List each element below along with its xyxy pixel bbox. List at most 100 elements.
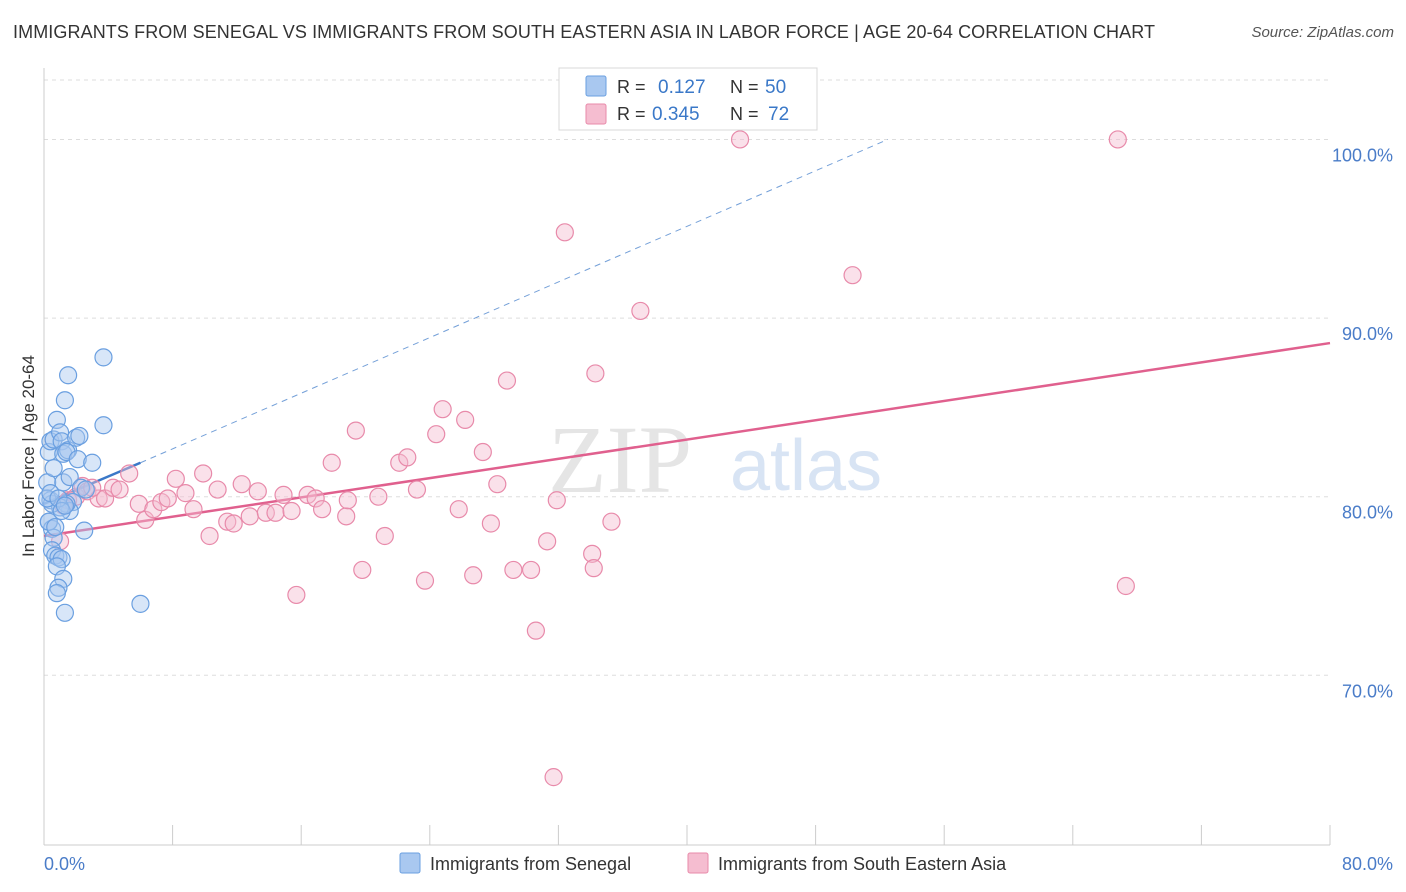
south-eastern-asia-point-44 <box>407 480 427 499</box>
senegal-point-32 <box>76 480 95 499</box>
senegal-point-45 <box>131 594 150 613</box>
south-eastern-asia-point-60 <box>547 491 566 510</box>
senegal-point-29 <box>67 428 86 447</box>
y-tick-label-80: 80.0% <box>1342 503 1393 523</box>
south-eastern-asia-point-43 <box>398 448 417 467</box>
x-tick-label-max: 80.0% <box>1342 854 1393 874</box>
senegal-point-25 <box>44 459 63 478</box>
south-eastern-asia-point-46 <box>427 425 446 444</box>
stats-n-label-senegal: N = <box>730 77 759 97</box>
y-tick-label-70: 70.0% <box>1342 681 1393 701</box>
stats-legend-swatch-sea <box>585 103 607 125</box>
grid-lines <box>44 79 1330 676</box>
south-eastern-asia-point-29 <box>274 485 293 505</box>
south-eastern-asia-point-16 <box>166 469 185 488</box>
south-eastern-asia-point-19 <box>194 464 213 483</box>
south-eastern-asia-point-45 <box>415 571 435 590</box>
south-eastern-asia-point-69 <box>1108 130 1127 149</box>
south-eastern-asia-point-65 <box>602 512 621 531</box>
south-eastern-asia-point-26 <box>248 482 267 501</box>
south-eastern-asia-point-30 <box>282 501 301 521</box>
south-eastern-asia-point-57 <box>526 621 545 640</box>
south-eastern-asia-point-9 <box>110 480 129 499</box>
senegal-point-42 <box>75 521 94 540</box>
south-eastern-asia-point-53 <box>488 475 507 494</box>
south-eastern-asia-point-64 <box>586 364 605 383</box>
south-eastern-asia-point-62 <box>583 544 602 563</box>
senegal-point-30 <box>70 426 89 446</box>
senegal-point-12 <box>47 584 66 603</box>
y-tick-labels: 70.0% 80.0% 90.0% 100.0% <box>1332 145 1393 701</box>
stats-n-value-senegal: 50 <box>765 77 786 98</box>
south-eastern-asia-point-39 <box>353 560 372 580</box>
stats-r-label-senegal: R = <box>617 77 646 97</box>
south-eastern-asia-point-63 <box>584 559 603 578</box>
south-eastern-asia-point-33 <box>306 489 325 508</box>
series-south-eastern-asia-points <box>50 130 1135 787</box>
south-eastern-asia-point-50 <box>464 566 483 585</box>
south-eastern-asia-point-18 <box>184 500 203 519</box>
watermark-atlas: atlas <box>730 426 882 506</box>
chart-title: IMMIGRANTS FROM SENEGAL VS IMMIGRANTS FR… <box>13 22 1156 42</box>
south-eastern-asia-point-8 <box>104 478 123 497</box>
stats-n-value-sea: 72 <box>768 104 789 125</box>
stats-n-label-sea: N = <box>730 104 759 124</box>
stats-r-value-sea: 0.345 <box>652 104 700 125</box>
south-eastern-asia-point-15 <box>158 489 177 508</box>
y-tick-label-90: 90.0% <box>1342 324 1393 344</box>
series-legend: Immigrants from Senegal Immigrants from … <box>399 852 1007 874</box>
south-eastern-asia-point-70 <box>1116 576 1135 596</box>
south-eastern-asia-point-20 <box>200 526 219 546</box>
series-senegal-points <box>38 348 150 622</box>
south-eastern-asia-point-49 <box>456 410 475 429</box>
x-tick-label-min: 0.0% <box>44 854 85 874</box>
senegal-point-24 <box>59 366 78 385</box>
south-eastern-asia-point-41 <box>375 526 394 546</box>
trend-south-eastern-asia <box>43 341 1331 538</box>
south-eastern-asia-point-31 <box>287 585 306 605</box>
south-eastern-asia-point-22 <box>218 512 237 531</box>
south-eastern-asia-point-67 <box>730 130 750 149</box>
stats-legend: R = 0.127 N = 50 R = 0.345 N = 72 <box>558 67 818 131</box>
south-eastern-asia-point-24 <box>232 475 251 494</box>
legend-label-senegal: Immigrants from Senegal <box>430 854 631 874</box>
south-eastern-asia-point-6 <box>89 489 108 508</box>
stats-r-value-senegal: 0.127 <box>658 77 706 98</box>
south-eastern-asia-point-68 <box>843 266 862 285</box>
south-eastern-asia-point-36 <box>337 507 356 526</box>
legend-swatch-senegal <box>399 852 421 874</box>
south-eastern-asia-point-51 <box>473 442 492 462</box>
senegal-point-43 <box>94 348 113 367</box>
south-eastern-asia-point-52 <box>481 514 500 533</box>
senegal-point-33 <box>83 453 102 472</box>
senegal-point-48 <box>52 501 71 521</box>
south-eastern-asia-point-58 <box>538 532 557 551</box>
south-eastern-asia-point-10 <box>120 464 139 483</box>
x-ticks <box>43 825 1331 845</box>
south-eastern-asia-point-17 <box>176 484 195 503</box>
south-eastern-asia-point-25 <box>240 507 259 526</box>
south-eastern-asia-point-27 <box>256 503 275 522</box>
trend-senegal-dashed <box>140 138 889 464</box>
senegal-point-28 <box>68 450 87 469</box>
stats-legend-swatch-senegal <box>585 75 607 97</box>
senegal-point-23 <box>55 391 74 410</box>
south-eastern-asia-point-56 <box>521 560 541 580</box>
senegal-point-44 <box>94 416 113 435</box>
senegal-point-27 <box>60 467 79 487</box>
senegal-point-49 <box>55 496 74 515</box>
south-eastern-asia-point-38 <box>346 421 365 440</box>
south-eastern-asia-point-21 <box>208 480 227 499</box>
senegal-point-22 <box>57 442 76 462</box>
south-eastern-asia-point-35 <box>322 453 341 472</box>
south-eastern-asia-point-59 <box>544 768 563 787</box>
south-eastern-asia-point-23 <box>224 514 243 533</box>
senegal-point-41 <box>46 517 65 537</box>
south-eastern-asia-point-54 <box>497 371 517 390</box>
south-eastern-asia-point-28 <box>266 503 285 522</box>
watermark-zip: ZIP <box>548 406 692 513</box>
legend-swatch-sea <box>687 852 709 874</box>
south-eastern-asia-point-66 <box>631 301 650 321</box>
south-eastern-asia-point-48 <box>449 500 468 519</box>
